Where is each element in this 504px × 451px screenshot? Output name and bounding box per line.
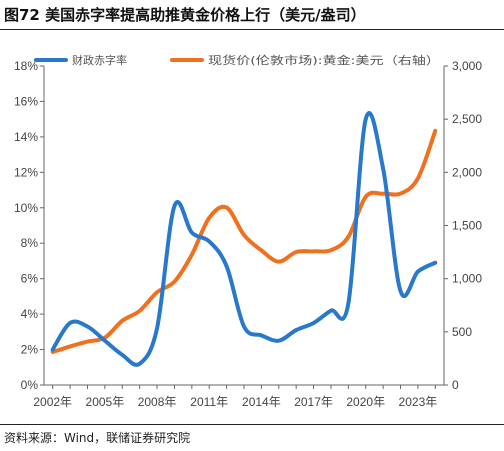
legend-label-gold: 现货价(伦敦市场):黄金:美元（右轴） — [208, 53, 440, 67]
x-tick-label: 2008年 — [138, 395, 177, 409]
legend: 财政赤字率 现货价(伦敦市场):黄金:美元（右轴） — [34, 53, 440, 67]
legend-label-deficit: 财政赤字率 — [72, 53, 127, 67]
x-tick-label: 2020年 — [346, 395, 385, 409]
x-tick-label: 2014年 — [242, 395, 281, 409]
source-divider — [0, 424, 504, 425]
x-tick-label: 2017年 — [294, 395, 333, 409]
x-tick-label: 2005年 — [86, 395, 125, 409]
x-tick-label: 2011年 — [190, 395, 228, 409]
right-tick-label: 1,500 — [452, 219, 482, 233]
title-divider — [0, 29, 504, 30]
chart-area: 0% 2% 4% 6% 8% 10% 12% 14% 16% 18% 0 500 1,000 1,500 2… — [14, 53, 482, 409]
left-tick-label: 14% — [14, 130, 38, 144]
left-tick-label: 10% — [14, 201, 38, 215]
left-tick-label: 18% — [14, 59, 38, 73]
right-tick-label: 500 — [452, 325, 472, 339]
left-tick-label: 8% — [21, 236, 39, 250]
left-tick-label: 6% — [21, 272, 39, 286]
left-tick-label: 16% — [14, 94, 38, 108]
left-tick-label: 12% — [14, 165, 38, 179]
right-tick-label: 0 — [452, 378, 459, 392]
x-tick-label: 2023年 — [399, 395, 438, 409]
gold-price-line — [50, 128, 438, 355]
source-note: 资料来源：Wind，联储证券研究院 — [4, 431, 191, 445]
right-tick-label: 2,500 — [452, 112, 482, 126]
right-tick-label: 2,000 — [452, 165, 482, 179]
right-tick-label: 1,000 — [452, 272, 482, 286]
x-tick-label: 2002年 — [33, 395, 72, 409]
deficit-rate-line — [50, 110, 438, 367]
series-lines — [50, 110, 438, 367]
left-tick-label: 2% — [21, 343, 39, 357]
left-tick-label: 4% — [21, 307, 39, 321]
left-tick-label: 0% — [21, 378, 39, 392]
right-tick-label: 3,000 — [452, 59, 482, 73]
chart-title: 图72 美国赤字率提高助推黄金价格上行（美元/盎司） — [4, 6, 366, 24]
axes: 0% 2% 4% 6% 8% 10% 12% 14% 16% 18% 0 500 1,000 1,500 2… — [14, 59, 482, 409]
